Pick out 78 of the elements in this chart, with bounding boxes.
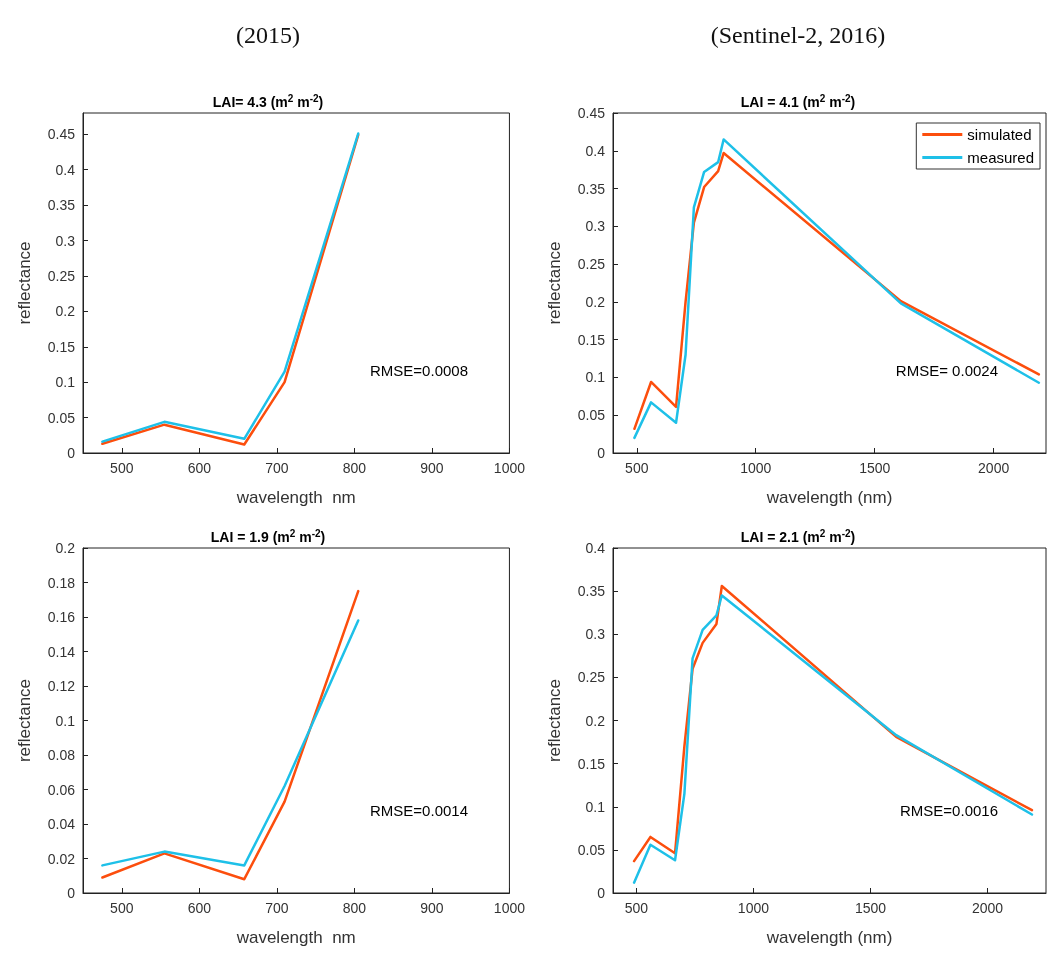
- y-tick-label: 0.15: [577, 755, 606, 772]
- y-tick-label: 0.25: [47, 267, 76, 284]
- y-tick-label: 0.02: [47, 850, 76, 867]
- y-tick-label: 0.4: [585, 540, 606, 556]
- x-tick-label: 1000: [740, 460, 772, 476]
- y-tick-label: 0.45: [577, 105, 606, 121]
- y-axis-title: reflectance: [545, 678, 564, 763]
- y-tick-label: 0: [597, 885, 606, 901]
- y-tick-label: 0.1: [585, 798, 606, 815]
- y-tick-label: 0.2: [55, 303, 76, 320]
- y-tick-label: 0.35: [577, 583, 606, 600]
- x-tick-label: 800: [342, 900, 367, 916]
- x-tick-label: 1500: [859, 460, 891, 476]
- annotation: RMSE=0.0008: [370, 362, 469, 379]
- x-axis-title: wavelength (nm): [765, 928, 893, 947]
- annotation: RMSE= 0.0024: [895, 362, 999, 379]
- y-axis-title: reflectance: [15, 241, 34, 325]
- y-tick-label: 0.05: [47, 409, 76, 426]
- y-tick-label: 0.14: [47, 643, 76, 660]
- y-tick-label: 0.04: [47, 816, 76, 832]
- y-tick-label: 0.05: [577, 841, 606, 858]
- y-tick-label: 0.45: [47, 126, 76, 143]
- x-tick-label: 500: [110, 460, 134, 476]
- chart-subtitle: (2015): [236, 22, 300, 48]
- y-tick-label: 0.15: [47, 338, 76, 355]
- x-tick-label: 2000: [978, 460, 1010, 476]
- y-tick-label: 0.25: [577, 256, 606, 273]
- annotation: RMSE=0.0014: [370, 802, 469, 819]
- x-tick-label: 600: [187, 900, 212, 916]
- x-axis-title: wavelength nm: [235, 928, 356, 947]
- y-tick-label: 0.2: [55, 540, 76, 556]
- y-tick-label: 0.3: [585, 626, 606, 643]
- y-tick-label: 0.1: [585, 369, 606, 386]
- x-tick-label: 900: [420, 900, 444, 916]
- y-tick-label: 0.18: [47, 574, 76, 591]
- x-tick-label: 700: [265, 460, 289, 476]
- y-axis-title: reflectance: [15, 678, 34, 763]
- x-tick-label: 1000: [493, 460, 526, 476]
- legend-label: simulated: [967, 126, 1032, 143]
- x-tick-label: 500: [624, 900, 649, 916]
- y-tick-label: 0.1: [55, 712, 76, 729]
- y-tick-label: 0.05: [577, 407, 606, 424]
- x-axis-title: wavelength (nm): [765, 488, 893, 507]
- x-axis-title: wavelength nm: [235, 488, 356, 507]
- y-tick-label: 0.08: [47, 747, 76, 763]
- x-tick-label: 500: [110, 900, 134, 916]
- y-tick-label: 0.2: [585, 712, 606, 729]
- y-tick-label: 0.12: [47, 678, 76, 694]
- legend-label: measured: [967, 149, 1034, 166]
- y-tick-label: 0.25: [577, 669, 606, 686]
- x-tick-label: 1000: [737, 900, 770, 916]
- y-tick-label: 0.2: [585, 293, 606, 310]
- y-tick-label: 0.06: [47, 781, 76, 798]
- x-tick-label: 500: [625, 460, 649, 476]
- y-tick-label: 0.15: [577, 331, 606, 348]
- y-tick-label: 0: [67, 445, 76, 461]
- y-tick-label: 0.1: [55, 374, 76, 391]
- y-axis-title: reflectance: [545, 241, 564, 325]
- x-tick-label: 700: [265, 900, 289, 916]
- y-tick-label: 0: [67, 885, 76, 901]
- chart-subtitle: (Sentinel-2, 2016): [710, 22, 886, 48]
- y-tick-label: 0.35: [47, 197, 76, 214]
- y-tick-label: 0.4: [585, 142, 606, 159]
- y-tick-label: 0.16: [47, 609, 76, 625]
- line-series: [101, 589, 360, 881]
- annotation: RMSE=0.0016: [900, 802, 999, 819]
- line-series: [101, 619, 360, 867]
- y-tick-label: 0.35: [577, 180, 606, 197]
- x-tick-label: 1000: [493, 900, 526, 916]
- x-tick-label: 900: [420, 460, 444, 476]
- y-tick-label: 0: [597, 445, 606, 461]
- x-tick-label: 800: [342, 460, 367, 476]
- x-tick-label: 1500: [854, 900, 887, 916]
- y-tick-label: 0.3: [55, 232, 76, 249]
- x-tick-label: 2000: [971, 900, 1004, 916]
- y-tick-label: 0.3: [585, 218, 606, 235]
- x-tick-label: 600: [187, 460, 212, 476]
- y-tick-label: 0.4: [55, 161, 76, 178]
